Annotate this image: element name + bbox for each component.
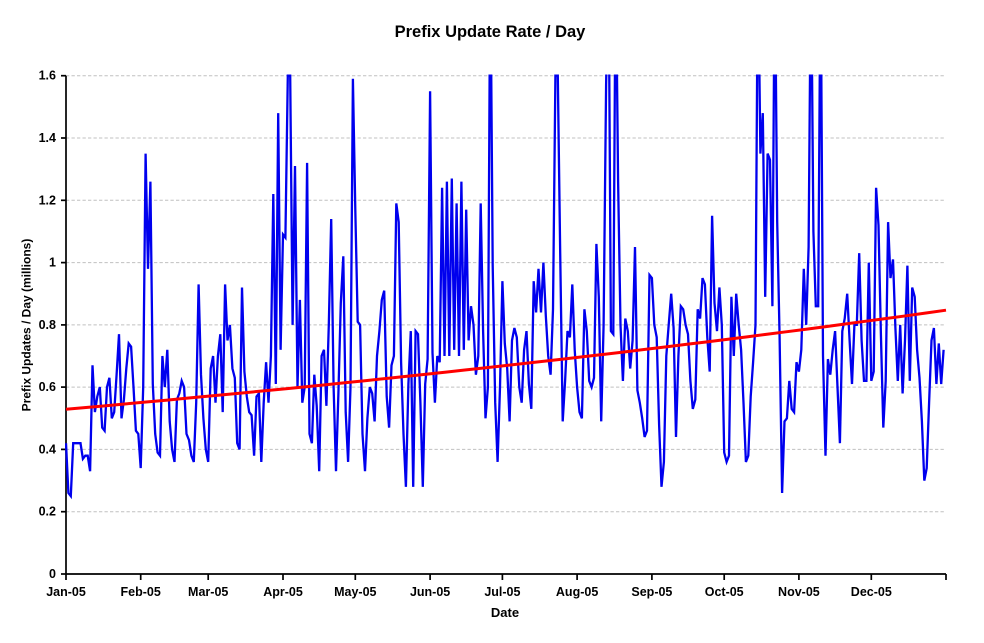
svg-text:Date: Date xyxy=(491,605,519,620)
svg-text:Prefix Update Rate / Day: Prefix Update Rate / Day xyxy=(395,23,587,41)
svg-text:Dec-05: Dec-05 xyxy=(851,585,892,599)
svg-text:0.2: 0.2 xyxy=(39,505,56,519)
svg-text:May-05: May-05 xyxy=(334,585,376,599)
svg-text:0.8: 0.8 xyxy=(39,318,56,332)
svg-text:Jul-05: Jul-05 xyxy=(484,585,520,599)
svg-text:Jun-05: Jun-05 xyxy=(410,585,450,599)
svg-text:Nov-05: Nov-05 xyxy=(778,585,820,599)
svg-text:Sep-05: Sep-05 xyxy=(631,585,672,599)
svg-text:0: 0 xyxy=(49,567,56,581)
svg-text:0.6: 0.6 xyxy=(39,380,56,394)
svg-text:0.4: 0.4 xyxy=(39,442,56,456)
svg-text:Oct-05: Oct-05 xyxy=(705,585,744,599)
svg-text:Mar-05: Mar-05 xyxy=(188,585,228,599)
svg-text:Aug-05: Aug-05 xyxy=(556,585,598,599)
svg-text:1.2: 1.2 xyxy=(39,193,56,207)
svg-text:1: 1 xyxy=(49,256,56,270)
svg-text:Feb-05: Feb-05 xyxy=(121,585,161,599)
svg-text:1.4: 1.4 xyxy=(39,131,56,145)
svg-text:Apr-05: Apr-05 xyxy=(263,585,303,599)
svg-text:Prefix Updates / Day (millions: Prefix Updates / Day (millions) xyxy=(20,239,34,412)
svg-text:Jan-05: Jan-05 xyxy=(46,585,86,599)
svg-text:1.6: 1.6 xyxy=(39,69,56,83)
